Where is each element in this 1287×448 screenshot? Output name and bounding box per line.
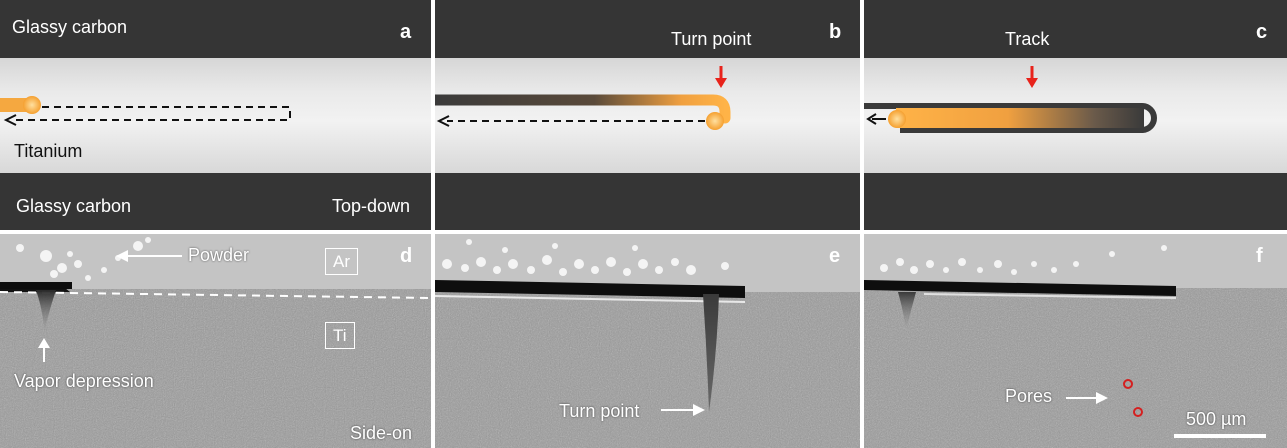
- vapor-depression: [703, 294, 719, 412]
- pore: [1123, 379, 1133, 389]
- label-turn-point-top: Turn point: [671, 29, 752, 49]
- turn-point-arrow-icon: [693, 404, 705, 416]
- panel-letter-d: d: [400, 245, 413, 267]
- powder-particles: [16, 237, 151, 281]
- melt-track: [435, 94, 731, 124]
- panel-b: Turn point b: [435, 0, 860, 230]
- label-track: Track: [1005, 29, 1050, 49]
- panel-letter-e: e: [829, 245, 841, 267]
- label-titanium: Titanium: [14, 141, 83, 161]
- label-argon: Ar: [325, 248, 358, 275]
- panel-d-image: [0, 234, 431, 448]
- powder-arrow-icon: [116, 250, 128, 262]
- panel-a: Glassy carbon a Titanium Glassy carbon T…: [0, 0, 431, 230]
- panel-d: Powder Ar Ti d Vapor depression Side-on: [0, 234, 431, 448]
- panel-e-image: [435, 234, 860, 448]
- track-arrow-icon: [1026, 78, 1038, 88]
- scan-path: [14, 106, 291, 121]
- melt-pool: [888, 110, 906, 128]
- surface-line: [0, 291, 431, 299]
- pores-arrow-icon: [1096, 392, 1108, 404]
- label-powder: Powder: [188, 245, 250, 265]
- label-side-on: Side-on: [350, 423, 413, 443]
- vapor-depression: [898, 292, 916, 330]
- turn-point-arrow-icon: [715, 78, 727, 88]
- label-titanium-side: Ti: [325, 322, 355, 349]
- panel-letter-f: f: [1256, 245, 1263, 267]
- vapor-depression-arrow-icon: [38, 338, 50, 348]
- panel-letter-c: c: [1256, 21, 1268, 43]
- panel-b-image: [435, 0, 860, 230]
- label-glassy-carbon-top: Glassy carbon: [12, 17, 128, 37]
- scan-arrow-icon: [3, 114, 17, 126]
- melt-track: [0, 98, 30, 112]
- panel-letter-a: a: [400, 21, 412, 43]
- powder-particles: [442, 239, 729, 276]
- panel-c: Track c: [864, 0, 1287, 230]
- panel-f-image: [864, 234, 1287, 448]
- melt-pool: [706, 112, 724, 130]
- label-glassy-carbon-bottom: Glassy carbon: [16, 196, 132, 216]
- panel-f: Pores f 500 µm: [864, 234, 1287, 448]
- scan-arrow-icon: [866, 113, 877, 125]
- label-vapor-depression: Vapor depression: [14, 371, 154, 391]
- melt-track: [896, 108, 1144, 128]
- label-turn-point-side: Turn point: [559, 401, 640, 421]
- panel-c-image: [864, 0, 1287, 230]
- label-top-down: Top-down: [332, 196, 411, 216]
- pore: [1133, 407, 1143, 417]
- panel-letter-b: b: [829, 21, 842, 43]
- melt-pool: [23, 96, 41, 114]
- panel-a-image: [0, 0, 431, 230]
- vapor-depression: [36, 290, 56, 334]
- label-scale: 500 µm: [1186, 409, 1247, 429]
- scan-arrow-icon: [436, 115, 450, 127]
- powder-particles: [880, 245, 1167, 275]
- label-pores: Pores: [1005, 386, 1053, 406]
- scale-bar: [1174, 434, 1266, 438]
- panel-e: Turn point e: [435, 234, 860, 448]
